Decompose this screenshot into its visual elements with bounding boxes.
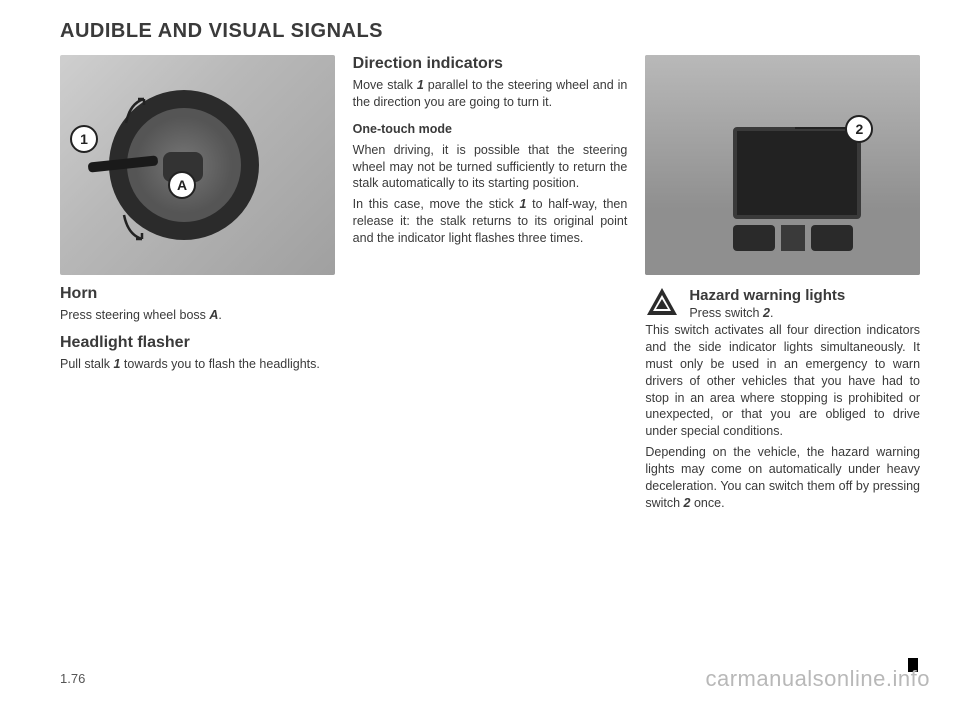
one-touch-p1: When driving, it is possible that the st… — [353, 142, 628, 193]
page: AUDIBLE AND VISUAL SIGNALS 35561 1 — [0, 0, 960, 710]
watermark: carmanualsonline.info — [705, 666, 930, 692]
corner-mark-icon — [908, 658, 918, 672]
center-screen — [733, 127, 861, 219]
flasher-heading: Headlight flasher — [60, 334, 335, 352]
figure-steering-wheel: 35561 1 A — [60, 55, 335, 275]
hazard-switch-ref-2: 2 — [684, 496, 691, 510]
callout-a: A — [168, 171, 196, 199]
flasher-text-c: towards you to flash the headlights. — [120, 357, 319, 371]
hazard-sub-c: . — [770, 306, 773, 320]
hazard-heading-row: Hazard warning lights Press switch 2. — [645, 285, 920, 320]
one-touch-p2-a: In this case, move the stick — [353, 197, 520, 211]
hazard-switch — [781, 225, 805, 251]
horn-heading: Horn — [60, 285, 335, 303]
one-touch-heading: One-touch mode — [353, 121, 628, 138]
columns: 35561 1 A Horn Press steering wheel — [60, 55, 920, 522]
hazard-sub-a: Press switch — [689, 306, 763, 320]
direction-stalk-ref: 1 — [417, 78, 424, 92]
direction-text: Move stalk 1 parallel to the steering wh… — [353, 77, 628, 111]
column-1: 35561 1 A Horn Press steering wheel — [60, 55, 335, 522]
air-vent-right — [811, 225, 853, 251]
hazard-sub: Press switch 2. — [689, 306, 845, 320]
hazard-p2: Depending on the vehicle, the hazard war… — [645, 444, 920, 512]
hazard-warning-icon — [645, 285, 679, 319]
direction-text-a: Move stalk — [353, 78, 417, 92]
flasher-text: Pull stalk 1 towards you to flash the he… — [60, 356, 335, 373]
page-number: 1.76 — [60, 671, 85, 686]
horn-text-part-c: . — [218, 308, 221, 322]
hazard-heading-text: Hazard warning lights Press switch 2. — [689, 285, 845, 320]
hazard-heading: Hazard warning lights — [689, 287, 845, 304]
horn-text: Press steering wheel boss A. — [60, 307, 335, 324]
flasher-text-a: Pull stalk — [60, 357, 114, 371]
hazard-p2-c: once. — [691, 496, 725, 510]
callout-1: 1 — [70, 125, 98, 153]
arrow-up-icon — [120, 93, 156, 129]
hazard-p1: This switch activates all four direction… — [645, 322, 920, 440]
hazard-switch-ref: 2 — [763, 306, 770, 320]
column-2: Direction indicators Move stalk 1 parall… — [353, 55, 628, 522]
arrow-down-icon — [118, 209, 154, 245]
column-3: 35562 2 Hazard warning lights — [645, 55, 920, 522]
one-touch-p2: In this case, move the stick 1 to half-w… — [353, 196, 628, 247]
figure-dashboard: 35562 2 — [645, 55, 920, 275]
air-vent-left — [733, 225, 775, 251]
horn-text-part-a: Press steering wheel boss — [60, 308, 209, 322]
page-title: AUDIBLE AND VISUAL SIGNALS — [60, 20, 920, 43]
direction-heading: Direction indicators — [353, 55, 628, 73]
